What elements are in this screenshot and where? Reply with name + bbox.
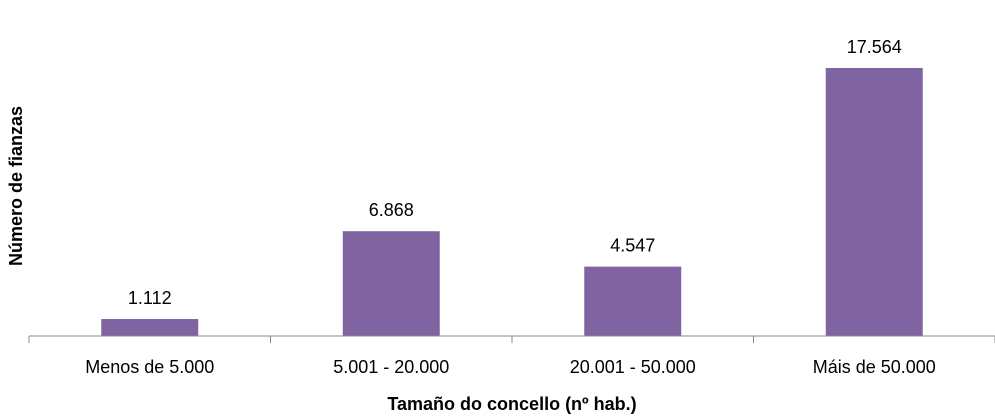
x-tick-label-0: Menos de 5.000 bbox=[85, 357, 214, 377]
value-label-1: 6.868 bbox=[369, 200, 414, 220]
value-label-2: 4.547 bbox=[610, 236, 655, 256]
x-axis-ticks bbox=[28, 336, 995, 343]
bar-2 bbox=[584, 266, 682, 336]
x-tick-label-1: 5.001 - 20.000 bbox=[333, 357, 449, 377]
x-tick-label-2: 20.001 - 50.000 bbox=[570, 357, 696, 377]
bar-0 bbox=[101, 319, 199, 336]
bar-1 bbox=[342, 231, 440, 336]
y-axis-title: Número de fianzas bbox=[6, 106, 26, 266]
x-tick-label-3: Máis de 50.000 bbox=[813, 357, 936, 377]
value-label-3: 17.564 bbox=[847, 37, 902, 57]
bars-group bbox=[101, 68, 923, 336]
x-tick-labels-group: Menos de 5.000 5.001 - 20.000 20.001 - 50.… bbox=[85, 357, 936, 377]
value-labels-group: 1.112 6.868 4.547 17.564 bbox=[128, 37, 902, 308]
x-axis-title: Tamaño do concello (nº hab.) bbox=[387, 394, 636, 414]
bar-3 bbox=[825, 68, 923, 336]
value-label-0: 1.112 bbox=[128, 288, 172, 308]
